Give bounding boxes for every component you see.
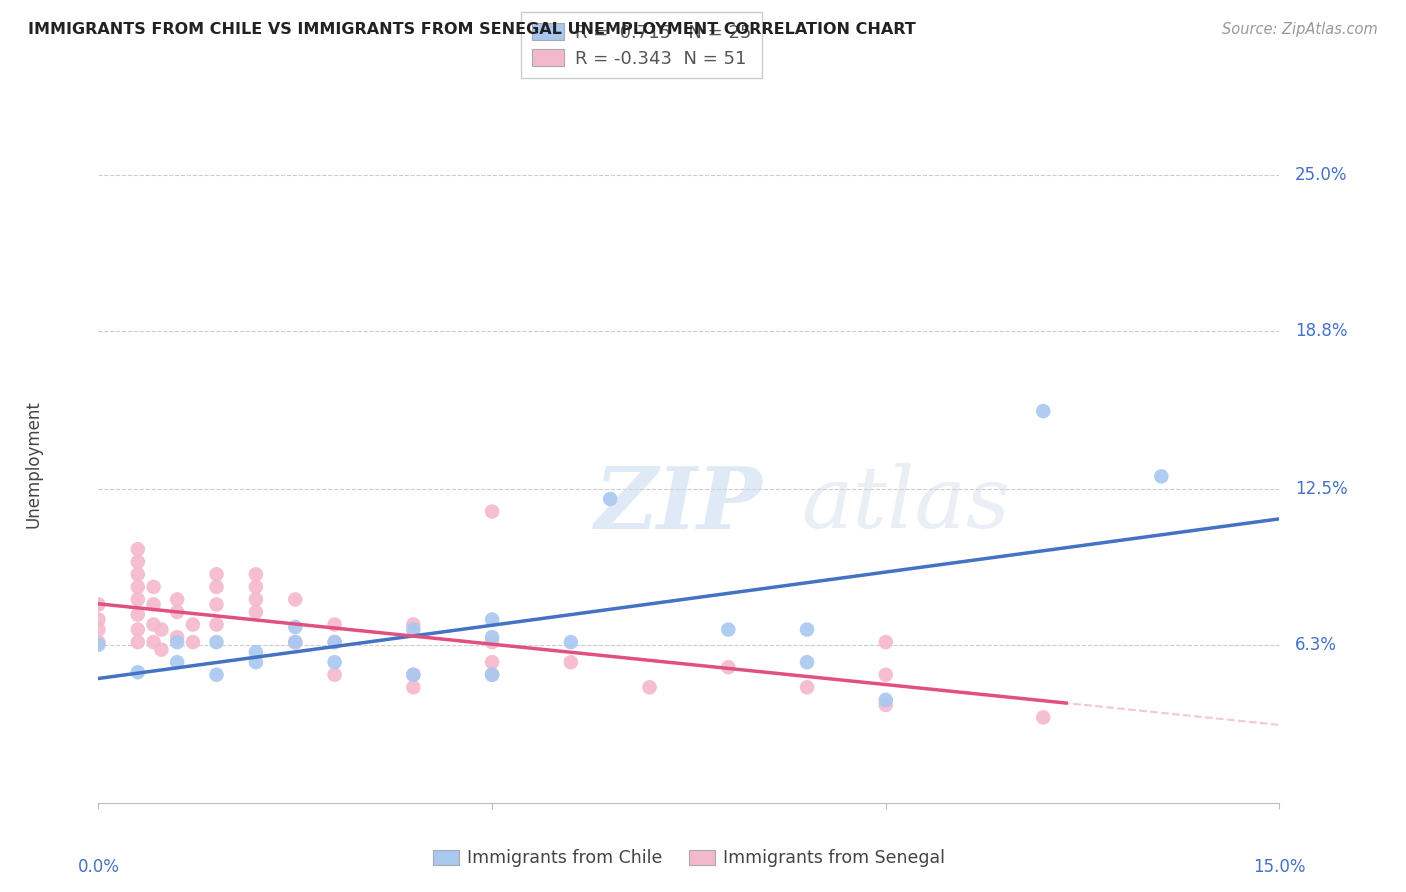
Point xyxy=(402,617,425,632)
Point xyxy=(205,580,228,594)
Point xyxy=(481,655,503,669)
Text: IMMIGRANTS FROM CHILE VS IMMIGRANTS FROM SENEGAL UNEMPLOYMENT CORRELATION CHART: IMMIGRANTS FROM CHILE VS IMMIGRANTS FROM… xyxy=(28,22,915,37)
Point xyxy=(717,660,740,674)
Point xyxy=(181,617,204,632)
Point xyxy=(205,667,228,681)
Point xyxy=(1032,710,1054,724)
Point xyxy=(481,667,503,681)
Point xyxy=(142,617,165,632)
Text: 0.0%: 0.0% xyxy=(77,858,120,876)
Point xyxy=(1032,404,1054,418)
Point xyxy=(166,605,188,619)
Point xyxy=(481,630,503,644)
Point xyxy=(87,613,110,627)
Point xyxy=(717,623,740,637)
Point xyxy=(245,605,267,619)
Point xyxy=(127,607,149,622)
Point xyxy=(245,592,267,607)
Text: Unemployment: Unemployment xyxy=(24,400,42,528)
Point xyxy=(323,617,346,632)
Point xyxy=(166,655,188,669)
Point xyxy=(402,667,425,681)
Point xyxy=(796,623,818,637)
Point xyxy=(205,598,228,612)
Text: 18.8%: 18.8% xyxy=(1295,322,1348,340)
Legend: Immigrants from Chile, Immigrants from Senegal: Immigrants from Chile, Immigrants from S… xyxy=(426,843,952,874)
Point xyxy=(150,623,173,637)
Point xyxy=(166,630,188,644)
Point xyxy=(127,555,149,569)
Point xyxy=(127,592,149,607)
Point xyxy=(1150,469,1173,483)
Point xyxy=(284,635,307,649)
Point xyxy=(205,567,228,582)
Point xyxy=(560,635,582,649)
Point xyxy=(323,667,346,681)
Point xyxy=(181,635,204,649)
Point xyxy=(599,491,621,506)
Point xyxy=(127,635,149,649)
Point xyxy=(638,681,661,695)
Point xyxy=(245,645,267,659)
Point xyxy=(245,655,267,669)
Point xyxy=(796,655,818,669)
Point xyxy=(284,592,307,607)
Point xyxy=(481,504,503,518)
Point xyxy=(205,617,228,632)
Point xyxy=(245,567,267,582)
Point xyxy=(796,681,818,695)
Legend: R =  0.715   N = 25, R = -0.343  N = 51: R = 0.715 N = 25, R = -0.343 N = 51 xyxy=(522,12,762,78)
Point xyxy=(166,592,188,607)
Point xyxy=(142,635,165,649)
Point xyxy=(402,667,425,681)
Text: 12.5%: 12.5% xyxy=(1295,480,1348,498)
Text: Source: ZipAtlas.com: Source: ZipAtlas.com xyxy=(1222,22,1378,37)
Point xyxy=(87,635,110,649)
Point xyxy=(245,580,267,594)
Point xyxy=(402,623,425,637)
Point xyxy=(875,693,897,707)
Point xyxy=(875,667,897,681)
Point xyxy=(127,665,149,680)
Point xyxy=(323,635,346,649)
Point xyxy=(323,635,346,649)
Text: atlas: atlas xyxy=(801,463,1011,546)
Text: 15.0%: 15.0% xyxy=(1253,858,1306,876)
Point xyxy=(127,623,149,637)
Point xyxy=(166,635,188,649)
Point xyxy=(87,623,110,637)
Point xyxy=(875,635,897,649)
Point xyxy=(875,698,897,712)
Point xyxy=(87,598,110,612)
Point xyxy=(142,598,165,612)
Point xyxy=(284,635,307,649)
Point xyxy=(323,655,346,669)
Point xyxy=(142,580,165,594)
Point xyxy=(127,542,149,557)
Point xyxy=(284,620,307,634)
Point xyxy=(560,655,582,669)
Text: ZIP: ZIP xyxy=(595,463,762,546)
Point xyxy=(402,681,425,695)
Text: 6.3%: 6.3% xyxy=(1295,636,1337,654)
Point xyxy=(87,638,110,652)
Text: 25.0%: 25.0% xyxy=(1295,166,1348,184)
Point xyxy=(127,580,149,594)
Point xyxy=(481,635,503,649)
Point xyxy=(481,613,503,627)
Point xyxy=(481,667,503,681)
Point xyxy=(127,567,149,582)
Point xyxy=(150,642,173,657)
Point xyxy=(205,635,228,649)
